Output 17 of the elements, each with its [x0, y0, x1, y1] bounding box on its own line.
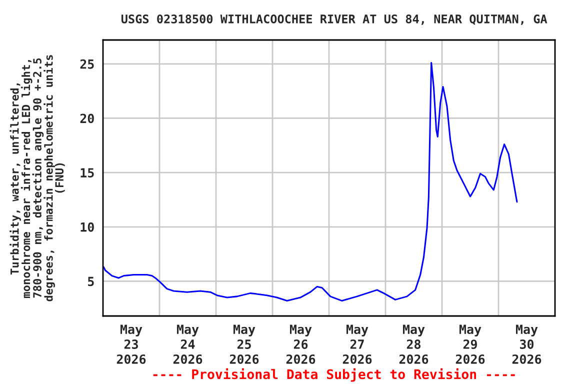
y-tick-label: 5: [88, 276, 94, 286]
y-tick-label: 25: [80, 59, 94, 69]
x-tick-label: May 26 2026: [286, 324, 316, 364]
y-tick-label: 15: [80, 168, 94, 178]
line-series: [103, 62, 518, 302]
x-tick-label: May 29 2026: [456, 324, 485, 364]
x-tick-label: May 28 2026: [399, 324, 428, 364]
chart-title: USGS 02318500 WITHLACOOCHEE RIVER AT US 84, NEAR QUITMAN, GA: [121, 14, 548, 25]
x-tick-label: May 27 2026: [342, 324, 372, 364]
text: ---- Provisional Data Subject to Revision ----: [153, 368, 515, 382]
y-tick-label: 10: [80, 222, 94, 232]
x-tick-label: May 25 2026: [230, 324, 259, 364]
x-tick-label: May 23 2026: [116, 324, 146, 364]
x-tick-label: May 30 2026: [512, 324, 542, 364]
x-tick-label: May 24 2026: [173, 324, 202, 364]
y-tick-label: 20: [80, 114, 94, 124]
y-axis-title: Turbidity, water, unfiltered, monochrome near infra-red LED light, 780-900 nm, detection angle 90 +-2.5 degrees, formazin nephelometric units (FNU): [10, 55, 65, 302]
